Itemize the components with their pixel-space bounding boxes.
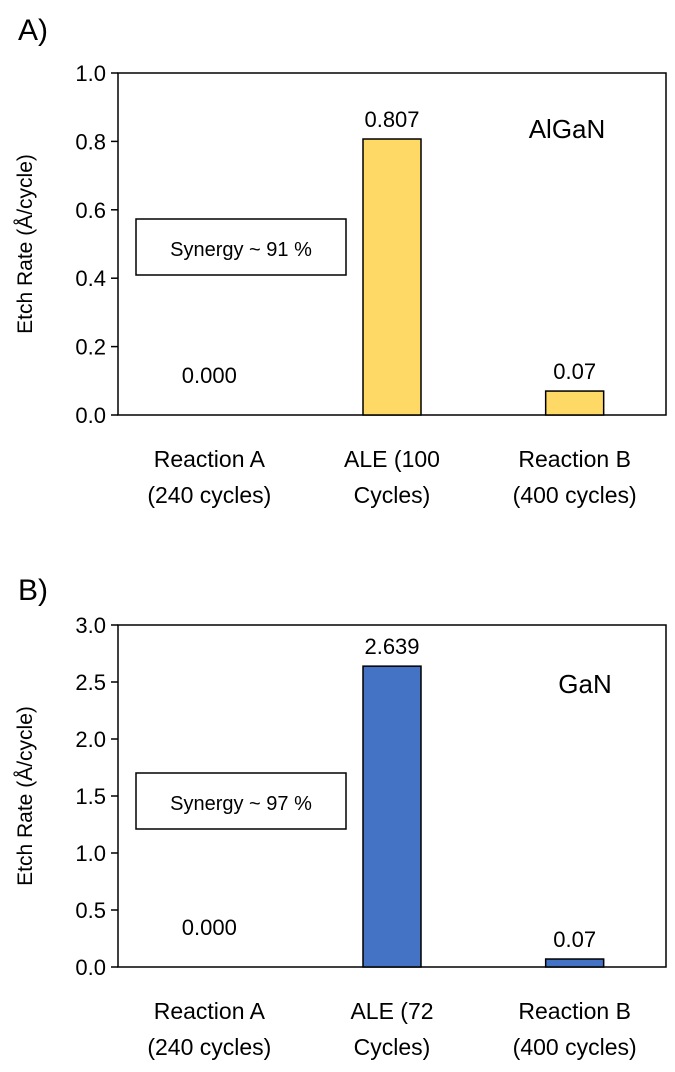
y-tick-label: 0.0 <box>75 955 106 980</box>
category-label: (240 cycles) <box>147 1034 271 1060</box>
y-tick-label: 1.5 <box>75 784 106 809</box>
category-label: Reaction B <box>518 446 631 472</box>
panel-a: A) Etch Rate (Å/cycle) 0.0 0.2 0.4 0.6 0.8 1.… <box>14 14 667 508</box>
material-label: GaN <box>558 669 611 699</box>
synergy-annotation: Synergy ~ 97 % <box>135 772 347 830</box>
data-label: 0.07 <box>553 927 596 952</box>
data-label: 0.07 <box>553 359 596 384</box>
category-label: Reaction A <box>154 998 266 1024</box>
category-label: (240 cycles) <box>147 482 271 508</box>
bar <box>544 958 605 968</box>
annotation-box <box>135 772 347 830</box>
bars: 0.000 2.639 0.07 <box>182 634 605 968</box>
y-tick-label: 2.0 <box>75 727 106 752</box>
panel-label: B) <box>18 574 48 607</box>
y-axis-label: Etch Rate (Å/cycle) <box>14 154 37 334</box>
panel-label: A) <box>18 14 48 47</box>
category-label: Cycles) <box>354 482 431 508</box>
category-label: Cycles) <box>354 1034 431 1060</box>
y-tick-label: 3.0 <box>75 613 106 638</box>
category-label: Reaction B <box>518 998 631 1024</box>
category-label: Reaction A <box>154 446 266 472</box>
synergy-annotation: Synergy ~ 91 % <box>135 218 347 276</box>
y-tick-label: 0.2 <box>75 335 106 360</box>
bars: 0.000 0.807 0.07 <box>182 107 605 416</box>
y-ticks: 0.0 0.2 0.4 0.6 0.8 1.0 <box>75 61 118 428</box>
annotation-text: Synergy ~ 91 % <box>170 239 312 261</box>
category-label: ALE (100 <box>344 446 440 472</box>
y-tick-label: 0.5 <box>75 898 106 923</box>
data-label: 0.000 <box>182 363 237 388</box>
bar <box>362 138 422 416</box>
y-tick-label: 0.6 <box>75 198 106 223</box>
category-labels: Reaction A (240 cycles) ALE (100 Cycles) Rea… <box>147 446 636 508</box>
data-label: 0.807 <box>364 107 419 132</box>
y-tick-label: 0.0 <box>75 403 106 428</box>
category-label: (400 cycles) <box>513 1034 637 1060</box>
y-tick-label: 0.4 <box>75 266 106 291</box>
material-label: AlGaN <box>529 114 606 144</box>
y-ticks: 0.0 0.5 1.0 1.5 2.0 2.5 3.0 <box>75 613 118 980</box>
data-label: 0.000 <box>182 915 237 940</box>
bar <box>544 390 605 416</box>
y-tick-label: 2.5 <box>75 670 106 695</box>
data-label: 2.639 <box>364 634 419 659</box>
panel-b: B) Etch Rate (Å/cycle) 0.0 0.5 1.0 1.5 2.0 2.… <box>14 574 667 1060</box>
category-label: ALE (72 <box>350 998 433 1024</box>
category-labels: Reaction A (240 cycles) ALE (72 Cycles) Reac… <box>147 998 636 1060</box>
annotation-box <box>135 218 347 276</box>
y-axis-label: Etch Rate (Å/cycle) <box>14 706 37 886</box>
y-tick-label: 0.8 <box>75 129 106 154</box>
bar <box>362 665 422 968</box>
category-label: (400 cycles) <box>513 482 637 508</box>
y-tick-label: 1.0 <box>75 61 106 86</box>
annotation-text: Synergy ~ 97 % <box>170 793 312 815</box>
y-tick-label: 1.0 <box>75 841 106 866</box>
